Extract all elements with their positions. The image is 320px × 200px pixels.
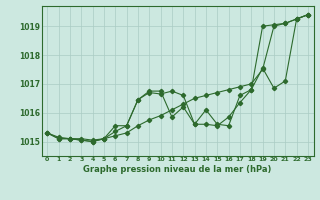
X-axis label: Graphe pression niveau de la mer (hPa): Graphe pression niveau de la mer (hPa) [84,165,272,174]
